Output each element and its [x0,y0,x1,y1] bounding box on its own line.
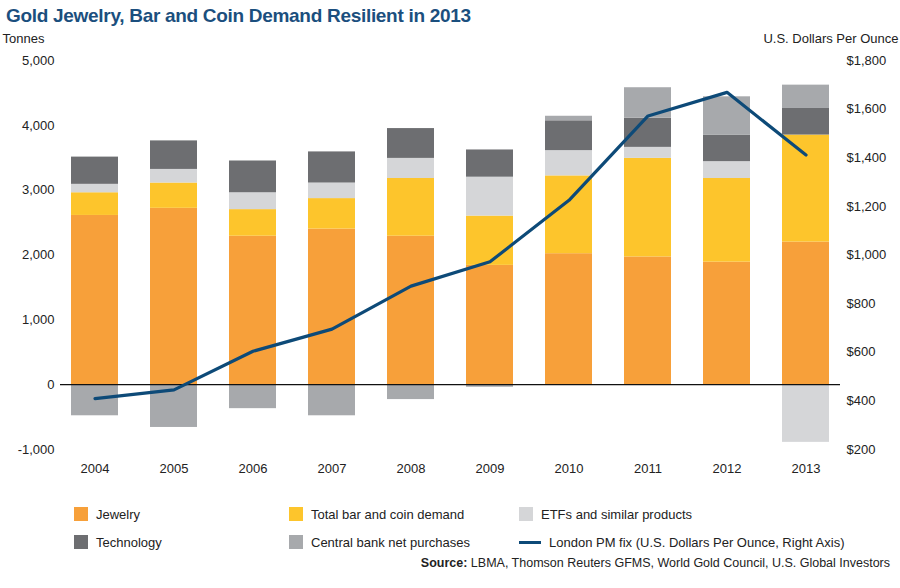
svg-text:1,000: 1,000 [22,312,55,327]
svg-text:4,000: 4,000 [22,117,55,132]
html-text:Jewelry: Jewelry [96,506,141,522]
svg-text:2012: 2012 [713,461,742,476]
html-text:London PM fix (U.S. Dollars Pe: London PM fix (U.S. Dollars Per Ounce, R… [549,534,845,550]
svg-text:2006: 2006 [239,461,268,476]
svg-text:2,000: 2,000 [22,247,55,262]
svg-text:Tonnes: Tonnes [3,31,45,46]
svg-text:-1,000: -1,000 [18,442,55,457]
html-text:ETFs and similar products: ETFs and similar products [541,506,692,522]
html-text:Gold Jewelry, Bar and Coin Dem: Gold Jewelry, Bar and Coin Demand Resili… [6,5,471,26]
svg-text:U.S. Dollars Per Ounce: U.S. Dollars Per Ounce [763,31,898,46]
svg-text:$400: $400 [847,393,876,408]
svg-text:2009: 2009 [476,461,505,476]
svg-text:2008: 2008 [397,461,426,476]
html-text:Source: LBMA, Thomson Reuters: Source: LBMA, Thomson Reuters GFMS, Worl… [420,556,890,570]
svg-text:0: 0 [47,377,54,392]
svg-text:$1,800: $1,800 [847,53,887,68]
svg-text:$1,200: $1,200 [847,199,887,214]
html-text:Technology: Technology [96,534,162,550]
svg-text:3,000: 3,000 [22,182,55,197]
svg-text:2013: 2013 [792,461,821,476]
svg-text:2007: 2007 [318,461,347,476]
svg-text:$600: $600 [847,344,876,359]
svg-text:5,000: 5,000 [22,53,55,68]
svg-text:2010: 2010 [555,461,584,476]
svg-text:$1,000: $1,000 [847,247,887,262]
svg-text:$200: $200 [847,442,876,457]
html-text:Central bank net purchases: Central bank net purchases [311,534,470,550]
svg-text:2011: 2011 [634,461,662,476]
svg-text:2004: 2004 [81,461,110,476]
svg-text:$1,400: $1,400 [847,150,887,165]
svg-text:$800: $800 [847,296,876,311]
svg-text:$1,600: $1,600 [847,101,887,116]
svg-text:2005: 2005 [160,461,189,476]
html-text:Total bar and coin demand: Total bar and coin demand [311,506,465,522]
